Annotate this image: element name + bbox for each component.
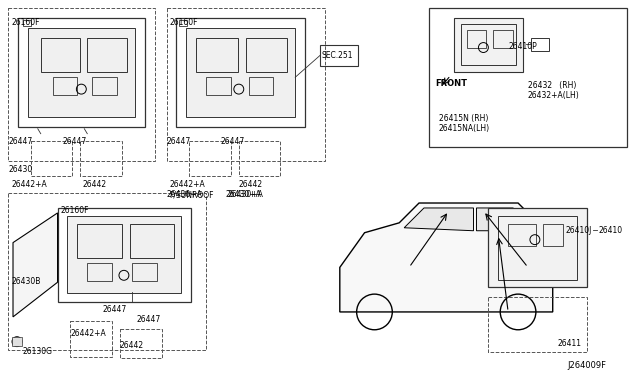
Bar <box>8 193 206 350</box>
Bar <box>499 216 577 280</box>
Bar <box>429 8 627 147</box>
Bar <box>87 263 112 281</box>
Text: 26442: 26442 <box>83 180 106 189</box>
Bar <box>130 224 175 259</box>
Text: 26415N (RH): 26415N (RH) <box>439 114 488 123</box>
Text: 26447: 26447 <box>8 137 32 146</box>
Text: F/SUNROOF: F/SUNROOF <box>170 190 214 199</box>
Text: SEC.251: SEC.251 <box>322 51 353 61</box>
Bar <box>81 141 122 176</box>
Text: 26447: 26447 <box>137 315 161 324</box>
Bar <box>166 8 325 161</box>
Bar <box>23 20 31 26</box>
Bar <box>31 141 72 176</box>
Text: 26410P: 26410P <box>508 42 537 51</box>
Text: 26130G: 26130G <box>23 347 53 356</box>
Bar <box>52 77 77 95</box>
Polygon shape <box>476 208 528 231</box>
Text: FRONT: FRONT <box>435 79 467 88</box>
Bar <box>8 8 155 161</box>
Bar <box>196 38 238 72</box>
Text: 26442: 26442 <box>239 180 263 189</box>
Bar <box>239 141 280 176</box>
Text: J264009F: J264009F <box>568 362 607 371</box>
Bar <box>41 38 81 72</box>
Bar <box>120 329 161 359</box>
Text: 26160F: 26160F <box>11 18 40 27</box>
Text: 26415NA(LH): 26415NA(LH) <box>439 124 490 133</box>
Text: 26430+A: 26430+A <box>226 190 262 199</box>
Text: 26160F: 26160F <box>170 18 198 27</box>
Bar <box>246 38 287 72</box>
Text: 26447: 26447 <box>166 137 191 146</box>
Bar <box>461 24 516 65</box>
Bar <box>179 20 188 26</box>
Bar <box>508 224 536 246</box>
Bar <box>77 224 122 259</box>
Bar <box>488 208 588 287</box>
Bar <box>70 321 112 356</box>
Text: 26430+A: 26430+A <box>228 190 264 199</box>
Polygon shape <box>340 203 553 312</box>
Bar <box>28 28 135 117</box>
Text: 26442+A: 26442+A <box>11 180 47 189</box>
Bar <box>177 18 305 127</box>
Bar <box>249 77 273 95</box>
Text: 26442+A: 26442+A <box>70 329 106 338</box>
Text: 26432+A(LH): 26432+A(LH) <box>528 91 580 100</box>
Bar <box>320 45 358 66</box>
Bar <box>206 77 231 95</box>
Text: 26442+A: 26442+A <box>170 180 205 189</box>
Text: 26447: 26447 <box>63 137 87 146</box>
Polygon shape <box>404 208 474 231</box>
Text: 26430B: 26430B <box>11 277 40 286</box>
Text: 26430: 26430 <box>8 166 32 174</box>
Bar <box>186 28 295 117</box>
Bar <box>189 141 231 176</box>
Bar <box>18 18 145 127</box>
Bar <box>58 208 191 302</box>
Polygon shape <box>13 213 58 317</box>
Bar <box>67 216 181 293</box>
Text: 26410: 26410 <box>598 226 622 235</box>
Text: 26447: 26447 <box>102 305 126 314</box>
Text: 26160F: 26160F <box>61 206 89 215</box>
Bar <box>493 30 513 48</box>
Text: 26442: 26442 <box>120 341 144 350</box>
Text: 26430+A: 26430+A <box>166 190 202 199</box>
Bar <box>87 38 127 72</box>
Bar <box>132 263 157 281</box>
Text: 26447: 26447 <box>221 137 245 146</box>
Bar <box>467 30 486 48</box>
Bar <box>454 18 523 72</box>
Bar <box>12 337 22 346</box>
Bar <box>531 38 548 51</box>
Bar <box>92 77 117 95</box>
Text: 26411: 26411 <box>557 339 582 348</box>
Bar <box>488 297 588 352</box>
Text: 26410J: 26410J <box>566 226 592 235</box>
Text: 26432   (RH): 26432 (RH) <box>528 81 577 90</box>
Bar <box>543 224 563 246</box>
